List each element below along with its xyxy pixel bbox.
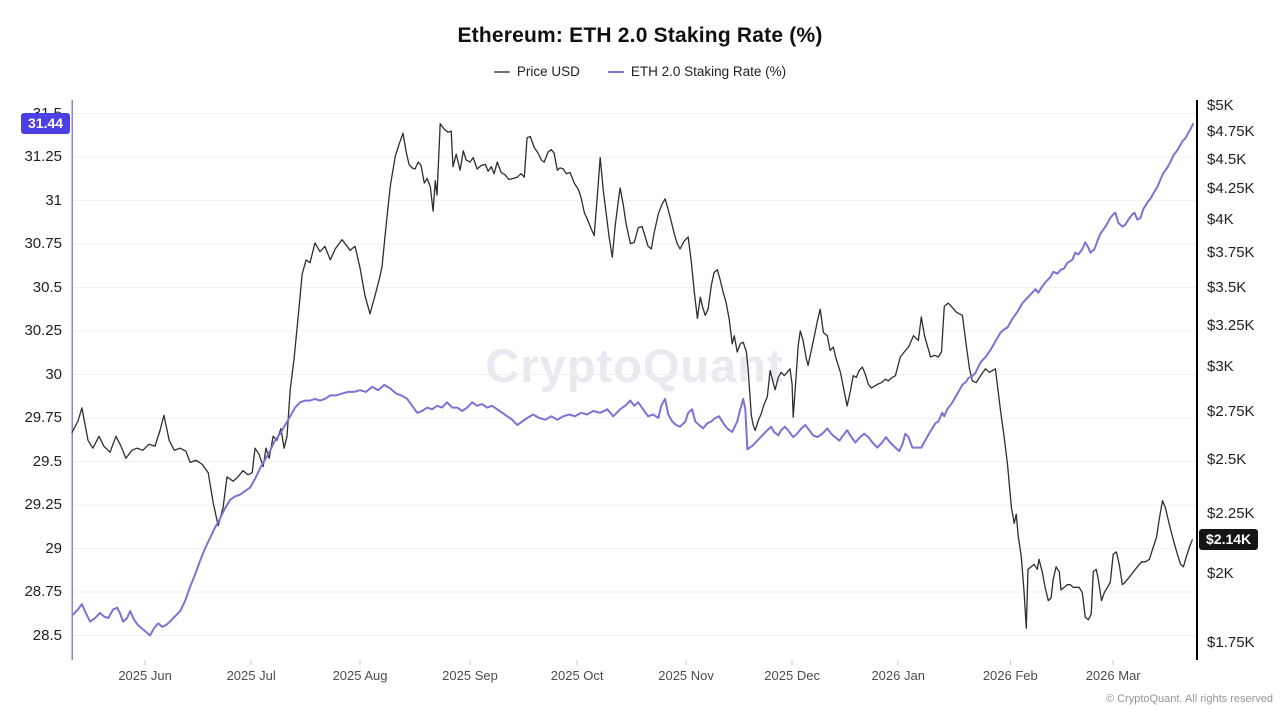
y-axis-right-tick-label: $3.75K	[1207, 244, 1255, 262]
legend: Price USD ETH 2.0 Staking Rate (%)	[0, 64, 1280, 79]
cryptoquant-watermark: CryptoQuant	[485, 339, 784, 392]
x-axis-tick-label: 2025 Aug	[332, 668, 388, 683]
staking-rate-line[interactable]	[72, 122, 1194, 637]
y-axis-right-tick-label: $5K	[1207, 97, 1234, 114]
y-axis-left-tick-label: 30.25	[24, 322, 62, 339]
x-axis-tick-label: 2025 Jul	[226, 668, 276, 683]
y-axis-left-tick-label: 31	[45, 191, 62, 209]
y-axis-left-tick-label: 30.5	[32, 278, 62, 296]
x-axis-tick-label: 2025 Dec	[764, 668, 820, 683]
x-axis-tick-label: 2026 Mar	[1085, 668, 1141, 683]
x-axis-tick-label: 2026 Feb	[982, 668, 1038, 683]
legend-label-staking-rate: ETH 2.0 Staking Rate (%)	[630, 64, 787, 79]
legend-item-staking-rate[interactable]: ETH 2.0 Staking Rate (%)	[607, 64, 787, 79]
y-axis-left-tick-label: 29.75	[24, 409, 62, 426]
legend-item-price-usd[interactable]: Price USD	[493, 64, 580, 79]
y-axis-right-tick-label: $2.25K	[1207, 505, 1255, 523]
y-axis-left-tick-label: 30.75	[24, 235, 62, 252]
price-last-value-badge: $2.14K	[1199, 529, 1259, 551]
x-axis-tick-label: 2026 Jan	[871, 668, 925, 683]
y-axis-right-tick-label: $4.5K	[1207, 150, 1247, 168]
y-axis-left-tick-label: 28.75	[24, 583, 62, 600]
y-axis-right-tick-label: $4K	[1207, 211, 1234, 229]
y-axis-right-tick-label: $2.75K	[1207, 402, 1255, 420]
y-axis-left-tick-label: 30	[45, 365, 62, 383]
y-axis-right-tick-label: $1.75K	[1207, 633, 1255, 651]
y-axis-left-tick-label: 29	[45, 539, 62, 557]
y-axis-right-tick-label: $3.5K	[1207, 279, 1247, 297]
x-axis-tick-label: 2025 Jun	[118, 668, 172, 683]
y-axis-right-tick-label: $4.25K	[1207, 180, 1255, 198]
x-axis-tick-label: 2025 Sep	[442, 668, 498, 683]
y-axis-right-tick-label: $4.75K	[1207, 123, 1255, 141]
x-axis-tick-label: 2025 Oct	[550, 668, 604, 683]
chart-title: Ethereum: ETH 2.0 Staking Rate (%)	[457, 24, 823, 47]
y-axis-left-tick-label: 29.5	[32, 452, 62, 470]
x-axis-tick-label: 2025 Nov	[658, 668, 714, 683]
y-axis-left-tick-label: 29.25	[24, 496, 62, 513]
price-usd-line[interactable]	[71, 123, 1193, 629]
y-axis-left-tick-label: 31.25	[24, 148, 62, 165]
y-axis-right-tick-label: $3.25K	[1207, 317, 1255, 335]
staking-series-dash-icon	[607, 70, 624, 73]
copyright-note: © CryptoQuant. All rights reserved	[1105, 693, 1273, 705]
y-axis-right-tick-label: $2.5K	[1207, 451, 1247, 469]
y-axis-left-tick-label: 28.5	[32, 626, 62, 644]
y-axis-right-tick-label: $3K	[1207, 358, 1234, 376]
y-axis-right-tick-label: $2K	[1207, 565, 1234, 583]
staking-last-value-badge: 31.44	[21, 113, 71, 135]
price-series-dash-icon	[493, 70, 510, 73]
legend-label-price-usd: Price USD	[516, 64, 580, 79]
